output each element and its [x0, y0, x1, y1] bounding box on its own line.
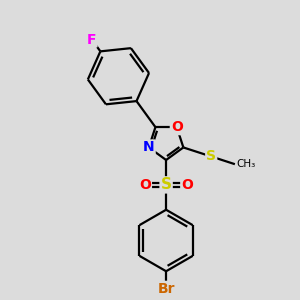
Text: O: O — [171, 120, 183, 134]
Text: S: S — [160, 177, 172, 192]
Text: Br: Br — [158, 282, 175, 296]
Text: S: S — [206, 149, 216, 164]
Text: F: F — [87, 32, 97, 46]
Text: CH₃: CH₃ — [236, 159, 256, 169]
Text: O: O — [181, 178, 193, 192]
Text: N: N — [143, 140, 155, 154]
Text: O: O — [139, 178, 151, 192]
